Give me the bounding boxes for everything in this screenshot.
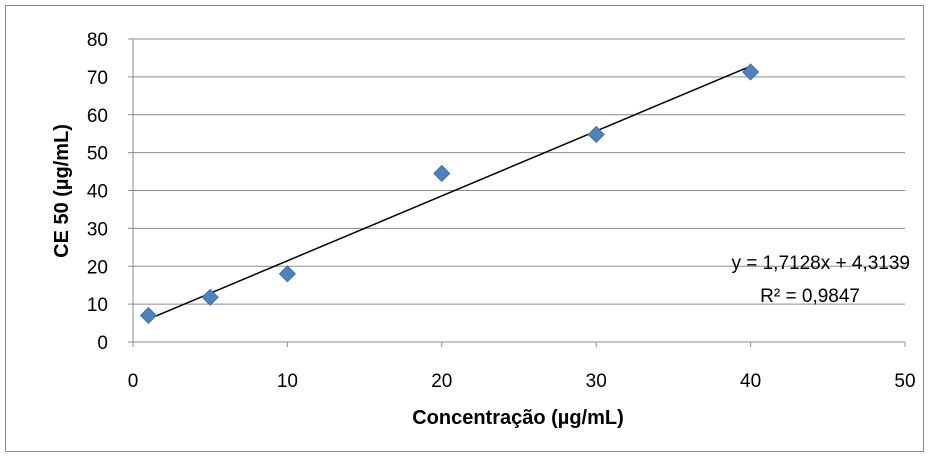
y-tick-label: 60 [87, 106, 108, 127]
y-tick-label: 70 [87, 68, 108, 89]
trendline-group [148, 65, 751, 320]
axes [128, 38, 906, 347]
x-axis-title: Concentração (µg/mL) [412, 407, 624, 429]
data-point [742, 63, 760, 81]
y-tick-label: 0 [97, 333, 108, 354]
x-tick-label: 40 [740, 371, 761, 392]
x-tick-label: 30 [586, 371, 607, 392]
x-tick-label: 0 [128, 371, 139, 392]
data-point [139, 306, 158, 325]
x-tick-label: 20 [431, 371, 452, 392]
x-tick-label: 10 [277, 371, 298, 392]
data-point [433, 164, 451, 183]
data-point [278, 265, 296, 283]
y-tick-label: 30 [87, 219, 108, 240]
y-tick-label: 80 [87, 30, 108, 51]
y-tick-label: 20 [87, 257, 108, 278]
gridlines [133, 38, 905, 305]
data-point [201, 288, 219, 306]
data-point [587, 125, 605, 144]
x-tick-labels: 0 10 20 30 40 50 [128, 371, 916, 392]
x-tick-label: 50 [894, 371, 915, 392]
y-axis-title: CE 50 (µg/mL) [51, 124, 73, 258]
y-tick-label: 50 [87, 144, 108, 165]
y-tick-label: 40 [87, 182, 108, 203]
data-points [139, 63, 760, 325]
r-squared-label: R² = 0,9847 [760, 286, 860, 307]
y-tick-labels: 0 10 20 30 40 50 60 70 80 [87, 30, 108, 354]
y-tick-label: 10 [87, 295, 108, 316]
trendline-equation: y = 1,7128x + 4,3139 [731, 253, 910, 274]
trendline [148, 65, 751, 320]
